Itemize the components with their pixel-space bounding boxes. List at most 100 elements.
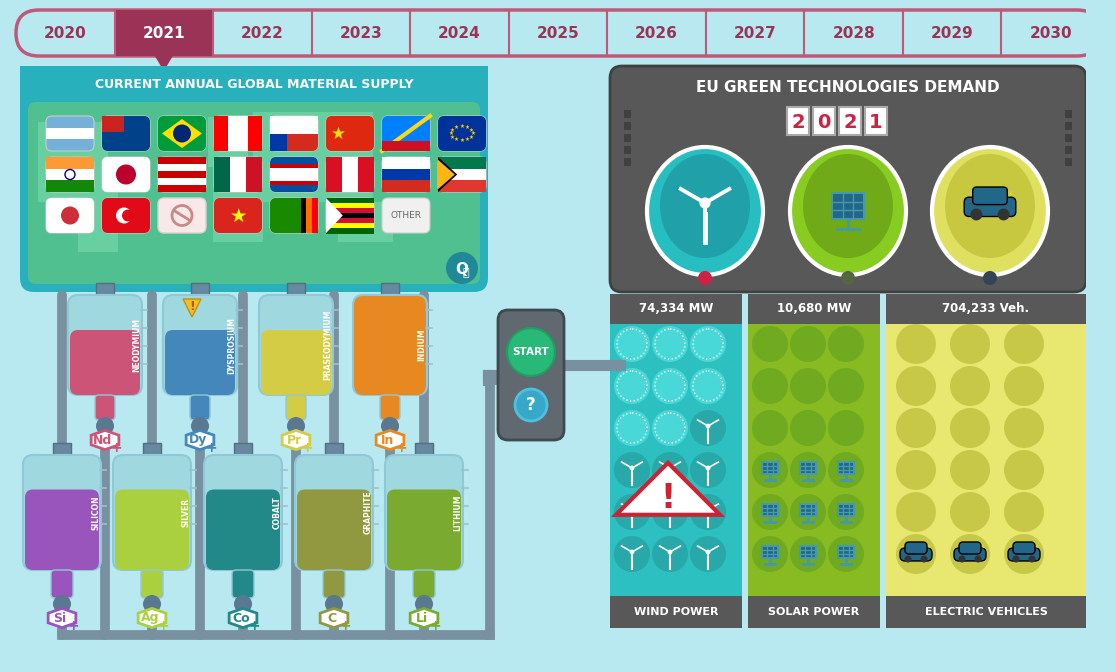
Text: ⚡: ⚡ xyxy=(1008,190,1013,199)
Bar xyxy=(624,122,631,130)
Bar xyxy=(248,116,262,151)
FancyBboxPatch shape xyxy=(385,455,463,570)
FancyBboxPatch shape xyxy=(28,102,480,284)
Circle shape xyxy=(614,326,650,362)
FancyBboxPatch shape xyxy=(899,548,932,561)
Text: 2028: 2028 xyxy=(833,26,875,40)
Text: 2: 2 xyxy=(844,112,857,132)
Circle shape xyxy=(514,389,547,421)
Circle shape xyxy=(690,452,727,488)
Text: ★: ★ xyxy=(460,124,464,129)
Text: ★: ★ xyxy=(465,125,470,130)
Circle shape xyxy=(381,417,400,435)
FancyBboxPatch shape xyxy=(190,395,210,420)
Bar xyxy=(762,504,778,516)
Circle shape xyxy=(828,368,864,404)
Ellipse shape xyxy=(647,147,763,275)
Bar xyxy=(787,107,809,135)
FancyBboxPatch shape xyxy=(382,116,430,151)
Circle shape xyxy=(896,408,936,448)
Circle shape xyxy=(629,466,634,470)
Bar xyxy=(158,178,206,185)
Text: 2029: 2029 xyxy=(931,26,973,40)
Circle shape xyxy=(61,206,79,224)
Text: ★: ★ xyxy=(469,134,474,140)
FancyBboxPatch shape xyxy=(165,330,235,395)
Bar xyxy=(46,180,94,192)
Circle shape xyxy=(652,410,687,446)
Text: ★: ★ xyxy=(471,131,475,136)
Circle shape xyxy=(705,423,711,429)
Text: 2025: 2025 xyxy=(537,26,579,40)
Bar xyxy=(38,122,108,202)
FancyBboxPatch shape xyxy=(355,330,425,395)
FancyBboxPatch shape xyxy=(270,157,318,192)
FancyBboxPatch shape xyxy=(141,570,163,598)
Polygon shape xyxy=(616,463,720,515)
Circle shape xyxy=(652,494,687,530)
Polygon shape xyxy=(138,608,166,628)
Ellipse shape xyxy=(945,154,1035,258)
Bar xyxy=(270,116,318,134)
Bar xyxy=(415,443,433,455)
Text: Co: Co xyxy=(232,612,250,624)
Text: Li: Li xyxy=(416,612,429,624)
Bar xyxy=(382,180,430,192)
Bar xyxy=(1065,146,1072,154)
FancyBboxPatch shape xyxy=(206,489,280,570)
Bar xyxy=(325,443,343,455)
FancyBboxPatch shape xyxy=(959,542,981,554)
Circle shape xyxy=(904,556,912,562)
Text: ELECTRIC VEHICLES: ELECTRIC VEHICLES xyxy=(924,607,1048,617)
FancyBboxPatch shape xyxy=(214,116,262,151)
Circle shape xyxy=(752,536,788,572)
Bar xyxy=(800,504,816,516)
Bar xyxy=(1065,158,1072,166)
Bar xyxy=(338,202,393,242)
FancyBboxPatch shape xyxy=(158,116,206,151)
Circle shape xyxy=(752,368,788,404)
FancyBboxPatch shape xyxy=(259,295,333,395)
Bar xyxy=(762,546,778,558)
FancyBboxPatch shape xyxy=(214,198,262,233)
Bar xyxy=(208,117,248,167)
Bar xyxy=(886,294,1086,628)
Circle shape xyxy=(790,494,826,530)
Bar xyxy=(326,198,374,204)
Polygon shape xyxy=(320,608,348,628)
Bar xyxy=(306,198,311,233)
Bar xyxy=(102,116,124,132)
FancyBboxPatch shape xyxy=(382,157,430,192)
Bar xyxy=(838,546,854,558)
Text: 74,334 MW: 74,334 MW xyxy=(638,302,713,315)
Text: 2027: 2027 xyxy=(733,26,777,40)
Circle shape xyxy=(652,536,687,572)
Polygon shape xyxy=(155,56,173,71)
Text: SILICON: SILICON xyxy=(92,495,100,530)
Circle shape xyxy=(1004,324,1043,364)
Bar xyxy=(838,504,854,516)
Text: GRAPHITE: GRAPHITE xyxy=(364,491,373,534)
Circle shape xyxy=(690,494,727,530)
Circle shape xyxy=(828,410,864,446)
Bar xyxy=(46,128,94,139)
FancyBboxPatch shape xyxy=(214,116,262,151)
Text: 10,680 MW: 10,680 MW xyxy=(777,302,852,315)
Bar xyxy=(1065,110,1072,118)
Text: ?: ? xyxy=(526,396,536,414)
Text: C: C xyxy=(327,612,337,624)
FancyBboxPatch shape xyxy=(102,116,150,151)
Text: !: ! xyxy=(189,300,195,314)
Bar xyxy=(158,164,206,171)
Text: Q: Q xyxy=(455,261,469,276)
Circle shape xyxy=(971,208,982,220)
Bar xyxy=(115,10,213,56)
Bar xyxy=(143,443,161,455)
Text: ★: ★ xyxy=(229,207,247,226)
Text: INDIUM: INDIUM xyxy=(417,329,426,362)
Circle shape xyxy=(1029,556,1036,562)
FancyBboxPatch shape xyxy=(46,198,94,233)
Circle shape xyxy=(896,324,936,364)
Circle shape xyxy=(1087,372,1101,386)
Text: SOLAR POWER: SOLAR POWER xyxy=(769,607,859,617)
